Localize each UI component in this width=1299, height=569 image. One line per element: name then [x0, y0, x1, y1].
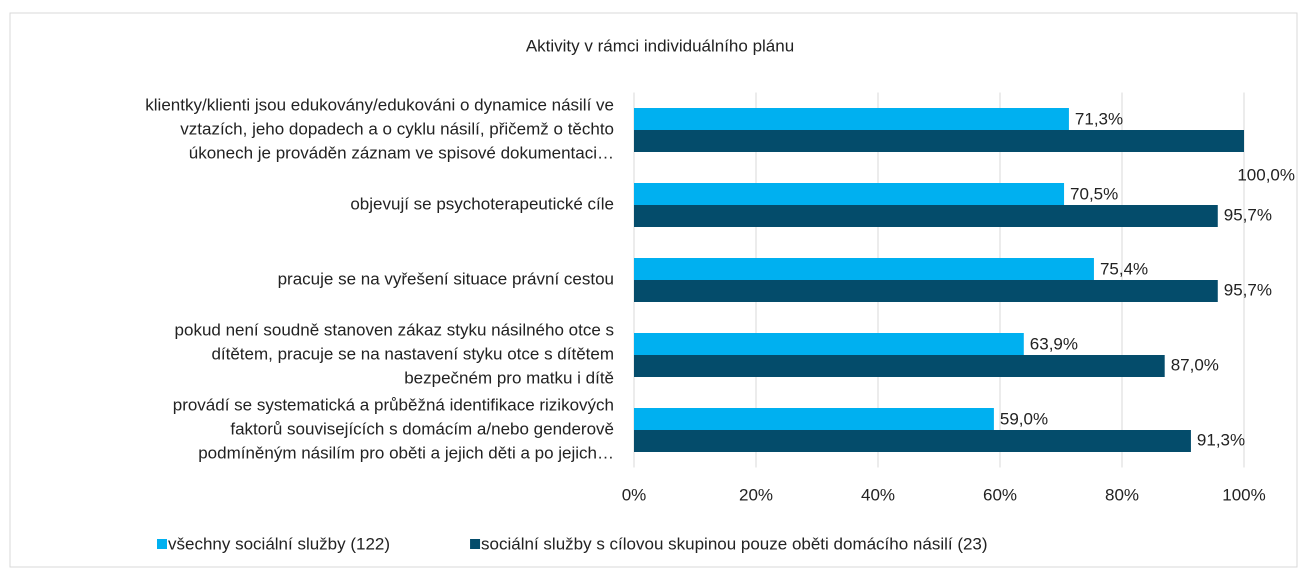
y-tick-label: úkonech je prováděn záznam ve spisové do…	[189, 143, 614, 162]
value-label: 75,4%	[1100, 259, 1148, 278]
bar	[634, 183, 1065, 205]
x-tick-label: 20%	[739, 485, 773, 504]
x-tick-label: 80%	[1105, 485, 1139, 504]
legend-label: sociální služby s cílovou skupinou pouze…	[481, 534, 988, 553]
y-tick-label: provádí se systematická a průběžná ident…	[173, 395, 614, 414]
y-tick-label: pracuje se na vyřešení situace právní ce…	[278, 269, 614, 288]
bar	[634, 408, 994, 430]
value-label: 63,9%	[1030, 334, 1078, 353]
y-tick-label: podmíněným násilím pro oběti a jejich dě…	[198, 443, 614, 462]
bar	[634, 108, 1069, 130]
legend-swatch	[470, 539, 481, 549]
bar	[634, 355, 1165, 377]
legend-swatch	[157, 539, 167, 549]
value-label: 95,7%	[1224, 280, 1272, 299]
x-tick-label: 60%	[983, 485, 1017, 504]
value-label: 59,0%	[1000, 409, 1048, 428]
x-tick-label: 40%	[861, 485, 895, 504]
bar	[634, 130, 1244, 152]
y-tick-label: faktorů souvisejících s domácím a/nebo g…	[230, 419, 614, 438]
y-tick-label: klientky/klienti jsou edukovány/edukován…	[145, 95, 614, 114]
bar	[634, 430, 1191, 452]
y-tick-label: bezpečném pro matku i dítě	[404, 368, 614, 387]
chart-title: Aktivity v rámci individuálního plánu	[526, 36, 794, 55]
bar	[634, 333, 1024, 355]
y-tick-label: dítětem, pracuje se na nastavení styku o…	[211, 344, 614, 363]
value-label: 91,3%	[1197, 430, 1245, 449]
x-tick-label: 100%	[1222, 485, 1265, 504]
bar	[634, 205, 1218, 227]
y-tick-label: pokud není soudně stanoven zákaz styku n…	[175, 320, 614, 339]
value-label: 95,7%	[1224, 205, 1272, 224]
y-tick-label: vztazích, jeho dopadech a o cyklu násilí…	[180, 119, 614, 138]
bar	[634, 258, 1094, 280]
chart-border	[9, 12, 1298, 568]
value-label: 87,0%	[1171, 355, 1219, 374]
legend-label: všechny sociální služby (122)	[168, 534, 390, 553]
value-label: 71,3%	[1075, 109, 1123, 128]
y-tick-label: objevují se psychoterapeutické cíle	[350, 194, 614, 213]
x-tick-label: 0%	[622, 485, 647, 504]
bar	[634, 280, 1218, 302]
value-label: 70,5%	[1070, 184, 1118, 203]
value-label: 100,0%	[1237, 165, 1295, 184]
